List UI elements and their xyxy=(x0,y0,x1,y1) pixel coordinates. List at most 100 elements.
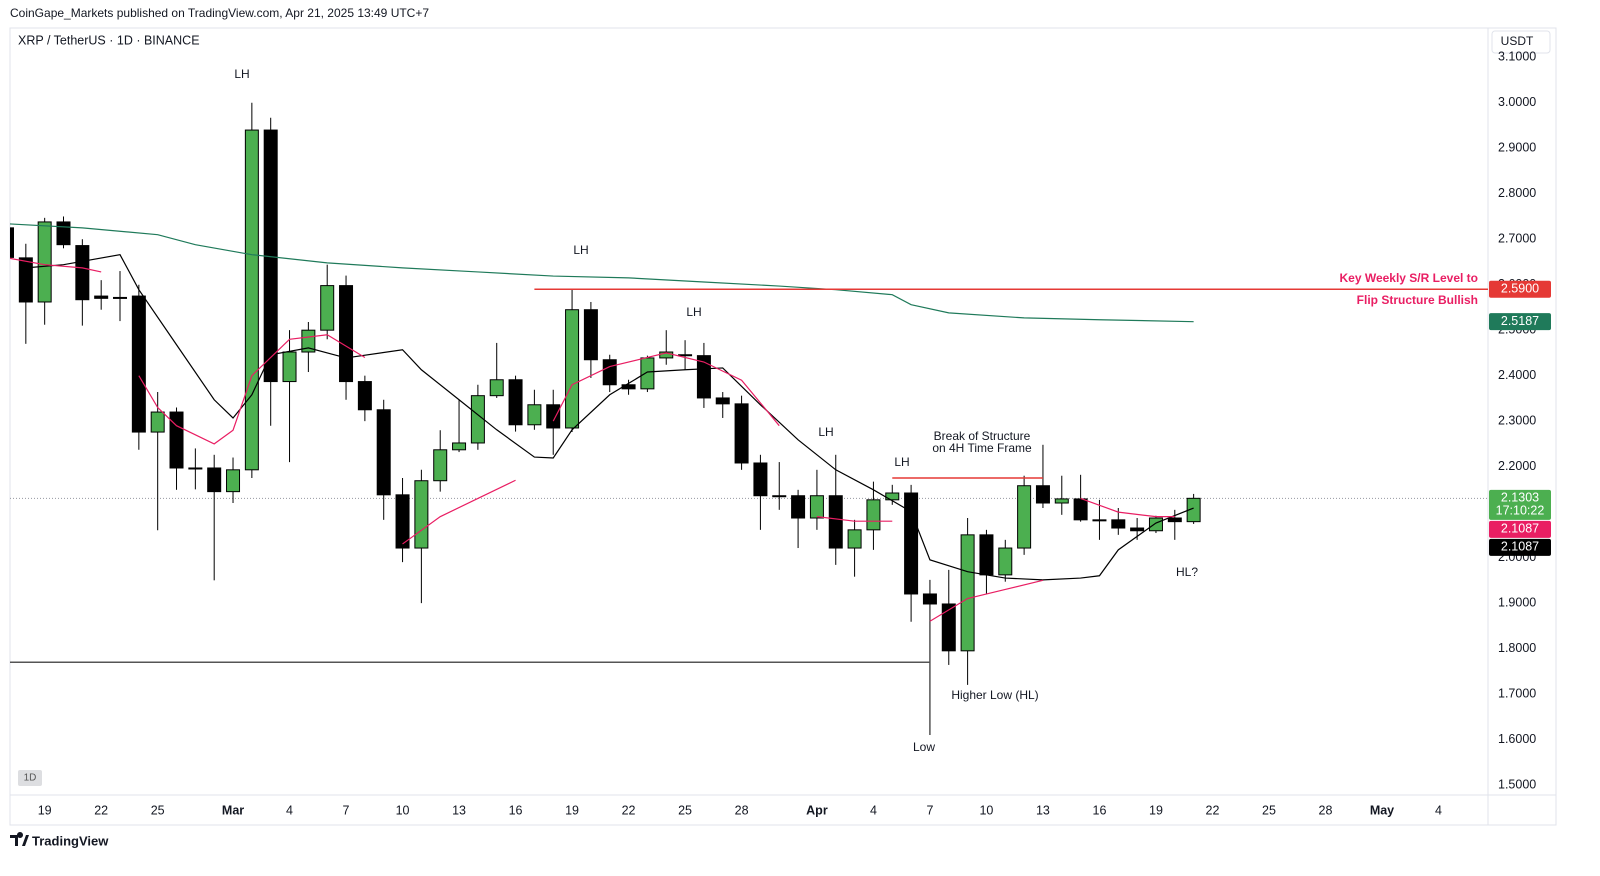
candle-body xyxy=(1111,519,1126,529)
annotation: LH xyxy=(894,455,909,469)
annotation: Low xyxy=(913,740,935,754)
candle-body xyxy=(828,495,843,549)
y-tick-label: 1.5000 xyxy=(1498,777,1536,791)
x-tick-label: 10 xyxy=(979,803,993,817)
candle-body xyxy=(376,409,391,496)
x-tick-label: 25 xyxy=(678,803,692,817)
annotation: LH xyxy=(234,67,249,81)
candle-body xyxy=(301,329,316,353)
indicator-line xyxy=(10,257,1175,622)
annotation: LH xyxy=(818,425,833,439)
publisher-line: CoinGape_Markets published on TradingVie… xyxy=(10,6,429,20)
annotation: on 4H Time Frame xyxy=(932,441,1032,455)
candle-body xyxy=(244,129,259,471)
candle-body xyxy=(150,411,165,433)
y-tick-label: 2.3000 xyxy=(1498,413,1536,427)
candle-body xyxy=(395,494,410,549)
indicator-line xyxy=(10,223,1194,323)
x-tick-label: May xyxy=(1370,803,1394,817)
candle-body xyxy=(1017,485,1032,549)
candle-body xyxy=(904,492,919,595)
candle-body xyxy=(131,295,146,433)
x-tick-label: 10 xyxy=(396,803,410,817)
y-tick-label: 1.6000 xyxy=(1498,732,1536,746)
x-tick-label: 7 xyxy=(926,803,933,817)
price-countdown: 17:10:22 xyxy=(1496,504,1545,518)
candle-body xyxy=(113,296,128,299)
y-tick-label: 3.1000 xyxy=(1498,50,1536,64)
price-label-box xyxy=(1489,520,1551,538)
brand-name: TradingView xyxy=(32,833,109,848)
price-label: 2.1303 xyxy=(1501,491,1539,505)
candle-body xyxy=(56,221,71,246)
x-tick-label: 25 xyxy=(151,803,165,817)
annotation: Flip Structure Bullish xyxy=(1357,293,1478,307)
x-tick-label: 16 xyxy=(509,803,523,817)
currency-button[interactable] xyxy=(1491,30,1551,54)
y-tick-label: 2.7000 xyxy=(1498,232,1536,246)
candle-body xyxy=(583,309,598,361)
candle-body xyxy=(207,467,222,493)
candle-body xyxy=(772,495,787,498)
y-tick-label: 2.8000 xyxy=(1498,186,1536,200)
price-label: 2.5187 xyxy=(1501,314,1539,328)
annotation: Key Weekly S/R Level to xyxy=(1339,271,1478,285)
x-tick-label: 7 xyxy=(343,803,350,817)
candle-body xyxy=(922,593,937,605)
price-label-box xyxy=(1489,538,1551,556)
candle-body xyxy=(527,404,542,426)
candle-body xyxy=(979,534,994,576)
y-tick-label: 1.9000 xyxy=(1498,595,1536,609)
price-label-box xyxy=(1489,489,1551,520)
candle-body xyxy=(1073,498,1088,521)
x-tick-label: 19 xyxy=(565,803,579,817)
y-tick-label: 1.7000 xyxy=(1498,686,1536,700)
x-tick-label: 19 xyxy=(38,803,52,817)
candle-body xyxy=(470,395,485,444)
chart-frame xyxy=(9,27,1557,826)
candle-body xyxy=(75,245,90,301)
candle-body xyxy=(508,379,523,426)
candle-body xyxy=(885,492,900,501)
candle-body xyxy=(941,603,956,652)
candle-body xyxy=(866,499,881,531)
y-tick-label: 2.9000 xyxy=(1498,141,1536,155)
x-tick-label: 22 xyxy=(622,803,636,817)
annotation: LH xyxy=(573,243,588,257)
candle-body xyxy=(565,309,580,429)
x-tick-label: 22 xyxy=(94,803,108,817)
candle-body xyxy=(1054,498,1069,504)
currency-label: USDT xyxy=(1501,34,1534,48)
candle-body xyxy=(640,357,655,390)
candle-body xyxy=(339,285,354,383)
candle-body xyxy=(10,227,14,258)
candle-body xyxy=(188,467,203,470)
candle-body xyxy=(320,285,335,331)
y-tick-label: 1.8000 xyxy=(1498,641,1536,655)
x-tick-label: 28 xyxy=(1319,803,1333,817)
interval-badge xyxy=(18,770,42,786)
candle-body xyxy=(37,221,52,303)
candle-body xyxy=(1167,517,1182,523)
x-tick-label: 16 xyxy=(1093,803,1107,817)
candle-body xyxy=(1035,485,1050,504)
x-tick-label: 13 xyxy=(452,803,466,817)
price-label: 2.5900 xyxy=(1501,282,1539,296)
chart-title: XRP / TetherUS · 1D · BINANCE xyxy=(18,33,200,47)
annotation: Break of Structure xyxy=(934,429,1031,443)
candle-body xyxy=(452,442,467,451)
price-label: 2.1087 xyxy=(1501,522,1539,536)
x-tick-label: 4 xyxy=(1435,803,1442,817)
candle-body xyxy=(602,359,617,386)
candle-body xyxy=(282,351,297,383)
candle-body xyxy=(226,469,241,493)
candle-body xyxy=(678,354,693,357)
candle-body xyxy=(546,404,561,429)
plot-area xyxy=(10,102,1488,735)
candle-body xyxy=(433,449,448,482)
candle-body xyxy=(169,411,184,469)
indicator-line xyxy=(25,254,1194,581)
